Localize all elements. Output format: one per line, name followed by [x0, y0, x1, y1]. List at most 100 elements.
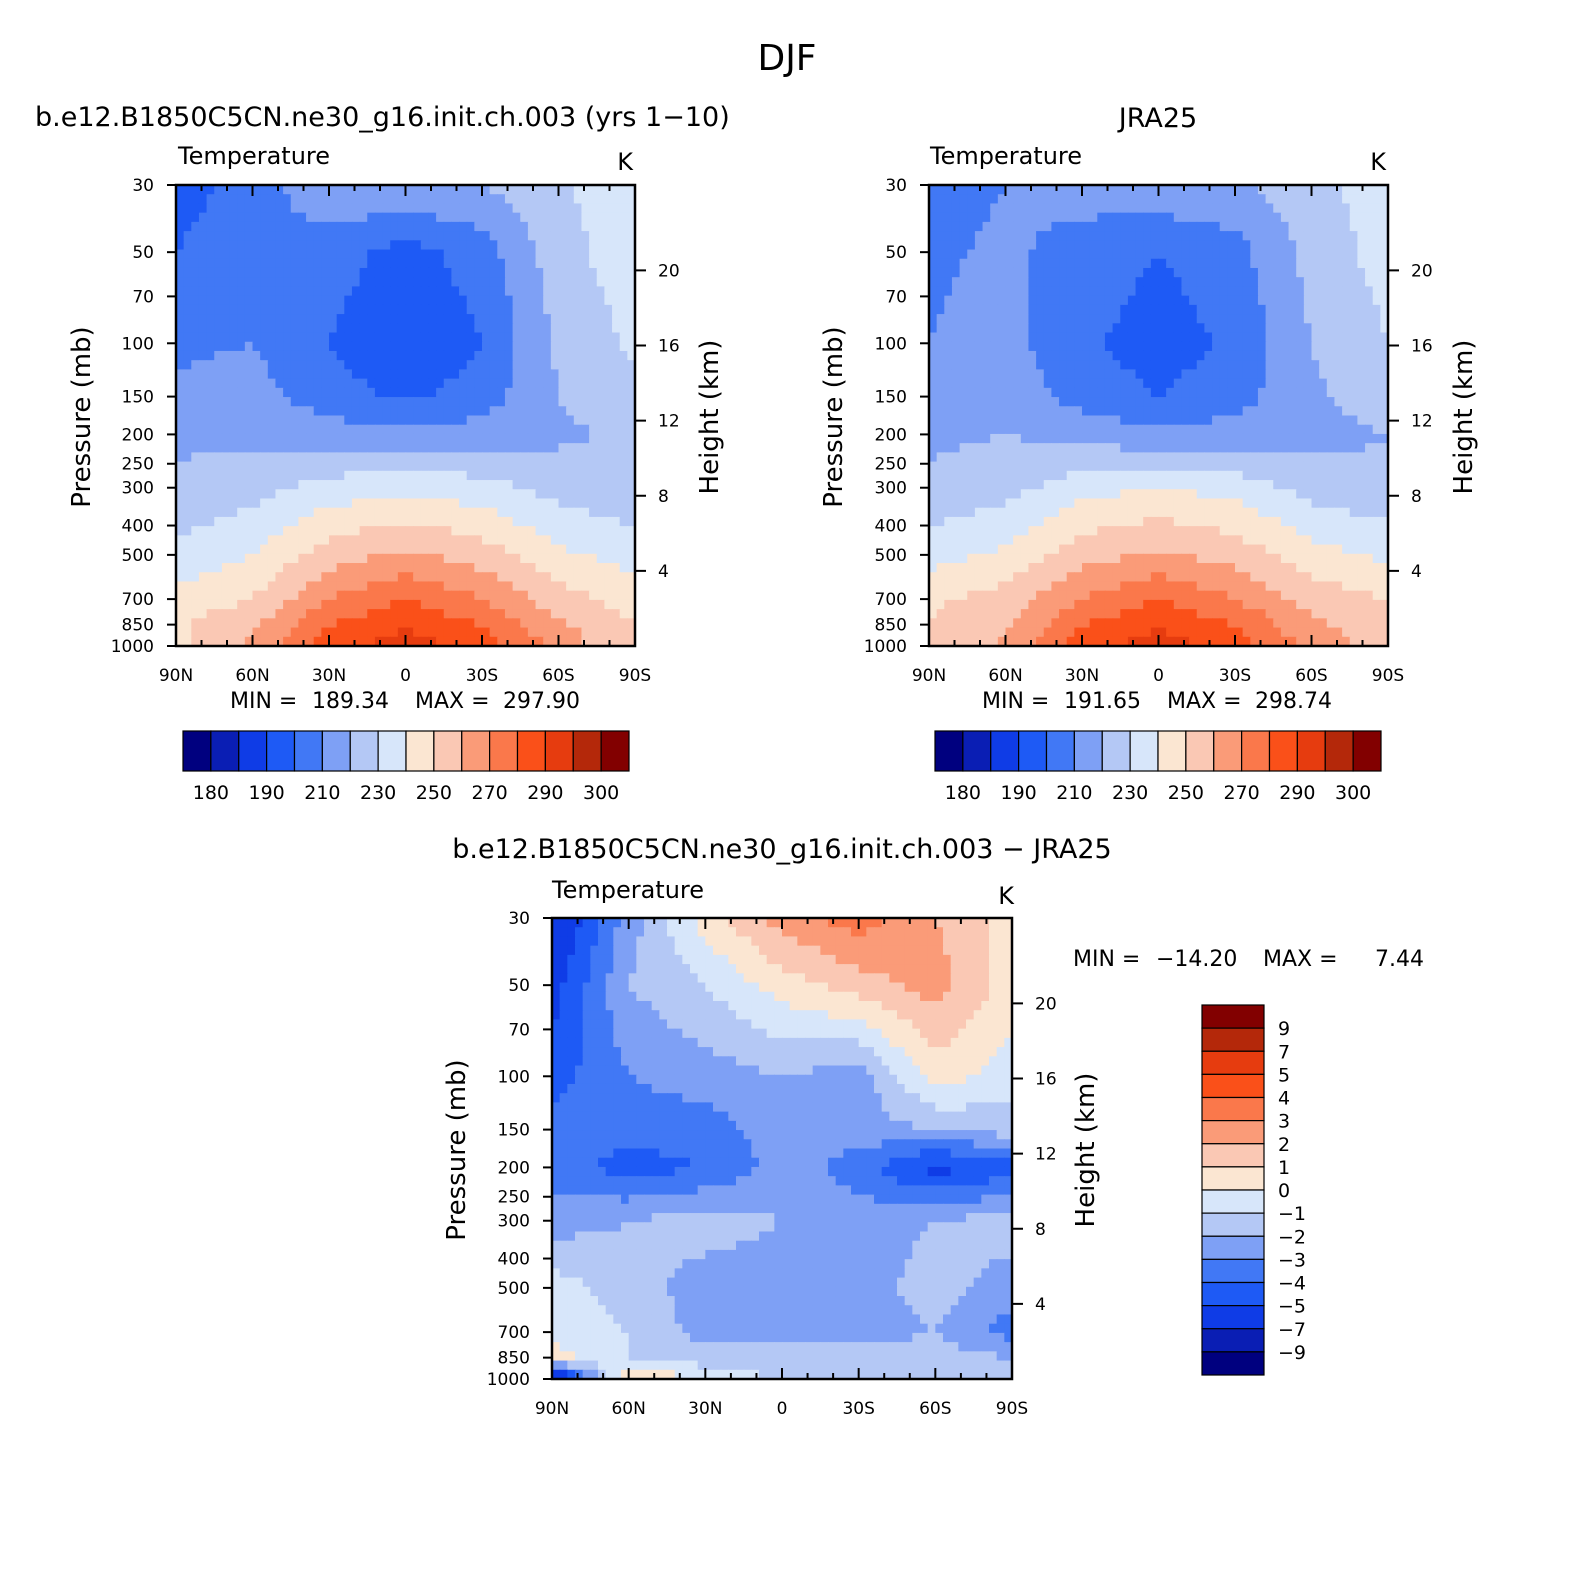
field-cell: [497, 194, 506, 205]
field-cell: [990, 341, 999, 352]
field-cell: [1303, 249, 1313, 260]
field-cell: [512, 295, 521, 306]
field-cell: [1043, 433, 1052, 444]
field-cell: [351, 240, 361, 251]
y2-tick-label: 8: [658, 487, 669, 507]
field-cell: [1036, 295, 1045, 306]
field-cell: [543, 433, 552, 444]
field-cell: [298, 415, 307, 426]
field-cell: [1104, 194, 1114, 205]
field-cell: [1112, 397, 1121, 407]
field-cell: [1235, 360, 1244, 370]
field-cell: [1235, 203, 1244, 214]
field-cell: [604, 286, 613, 297]
field-cell: [283, 470, 292, 481]
field-cell: [990, 470, 999, 481]
field-cell: [351, 636, 361, 647]
field-cell: [252, 636, 261, 647]
field-cell: [1242, 212, 1251, 223]
field-cell: [1189, 240, 1198, 251]
field-cell: [466, 332, 475, 343]
field-cell: [997, 323, 1007, 334]
field-cell: [420, 240, 430, 251]
field-cell: [198, 535, 208, 546]
field-cell: [1173, 194, 1183, 205]
field-cell: [298, 378, 307, 389]
field-cell: [1150, 350, 1160, 361]
field-cell: [267, 397, 277, 407]
field-cell: [1250, 443, 1259, 453]
field-cell: [344, 221, 353, 232]
field-cell: [359, 470, 368, 481]
field-cell: [929, 231, 938, 241]
field-cell: [959, 406, 968, 417]
field-cell: [1082, 304, 1091, 315]
field-cell: [336, 581, 345, 592]
field-cell: [336, 323, 345, 334]
field-cell: [504, 185, 514, 195]
field-cell: [344, 360, 353, 370]
field-cell: [1059, 323, 1068, 334]
field-cell: [497, 221, 506, 232]
field-cell: [1005, 231, 1014, 241]
field-cell: [1150, 406, 1160, 417]
field-cell: [1135, 277, 1144, 288]
field-cell: [581, 461, 590, 472]
field-cell: [413, 378, 422, 389]
field-cell: [1372, 350, 1381, 361]
field-cell: [443, 415, 452, 426]
field-cell: [504, 267, 514, 278]
field-cell: [982, 194, 991, 205]
field-cell: [951, 433, 961, 444]
field-cell: [198, 341, 208, 352]
field-cell: [974, 314, 984, 324]
field-cell: [1089, 387, 1098, 398]
colorbar-swatch: [461, 730, 491, 772]
field-cell: [929, 304, 938, 315]
field-cell: [206, 609, 215, 619]
field-cell: [290, 258, 299, 269]
y2-tick-label: 12: [658, 412, 680, 432]
field-cell: [428, 341, 437, 352]
field-cell: [1326, 185, 1336, 195]
field-cell: [944, 221, 953, 232]
field-cell: [512, 618, 521, 629]
field-cell: [260, 433, 269, 444]
field-cell: [390, 295, 399, 306]
field-cell: [290, 461, 299, 472]
field-cell: [397, 194, 407, 205]
field-cell: [344, 286, 353, 297]
field-cell: [413, 480, 422, 490]
field-cell: [1173, 249, 1183, 260]
field-cell: [336, 590, 345, 601]
field-cell: [1257, 387, 1267, 398]
field-cell: [1311, 314, 1320, 324]
field-cell: [550, 231, 560, 241]
field-cell: [214, 249, 223, 260]
field-cell: [497, 295, 506, 306]
field-cell: [1173, 378, 1183, 389]
field-cell: [1059, 387, 1068, 398]
panel-model: b.e12.B1850C5CN.ne30_g16.init.ch.003 (yr…: [35, 102, 730, 804]
field-cell: [1166, 332, 1175, 343]
field-cell: [982, 461, 991, 472]
field-cell: [351, 599, 361, 610]
field-cell: [321, 535, 330, 546]
field-cell: [1020, 378, 1030, 389]
field-cell: [237, 526, 246, 536]
field-cell: [428, 535, 437, 546]
field-cell: [451, 572, 460, 583]
field-cell: [252, 590, 261, 601]
field-cell: [1013, 378, 1022, 389]
field-cell: [997, 341, 1007, 352]
field-cell: [443, 360, 452, 370]
field-cell: [589, 563, 598, 573]
field-cell: [527, 221, 537, 232]
field-cell: [596, 304, 605, 315]
field-cell: [974, 212, 984, 223]
field-cell: [1158, 452, 1167, 463]
field-cell: [405, 378, 414, 389]
field-cell: [1342, 443, 1351, 453]
field-cell: [176, 304, 185, 315]
field-cell: [982, 443, 991, 453]
